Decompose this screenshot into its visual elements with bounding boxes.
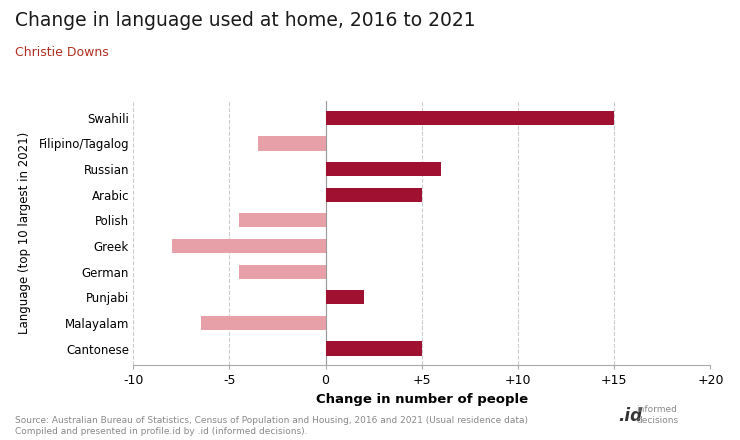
Bar bbox=[326, 162, 441, 176]
Y-axis label: Language (top 10 largest in 2021): Language (top 10 largest in 2021) bbox=[18, 132, 32, 334]
Bar bbox=[239, 264, 326, 279]
Text: .id: .id bbox=[618, 407, 642, 425]
Bar bbox=[172, 239, 326, 253]
Bar bbox=[326, 188, 422, 202]
Bar bbox=[239, 213, 326, 227]
Text: Christie Downs: Christie Downs bbox=[15, 46, 109, 59]
Text: Change in language used at home, 2016 to 2021: Change in language used at home, 2016 to… bbox=[15, 11, 475, 30]
Bar bbox=[326, 290, 364, 304]
Bar bbox=[326, 341, 422, 356]
Bar bbox=[201, 316, 326, 330]
Text: Source: Australian Bureau of Statistics, Census of Population and Housing, 2016 : Source: Australian Bureau of Statistics,… bbox=[15, 416, 528, 436]
Bar bbox=[258, 136, 326, 150]
Bar bbox=[326, 111, 614, 125]
Text: informed
decisions: informed decisions bbox=[636, 405, 679, 425]
X-axis label: Change in number of people: Change in number of people bbox=[316, 393, 528, 407]
